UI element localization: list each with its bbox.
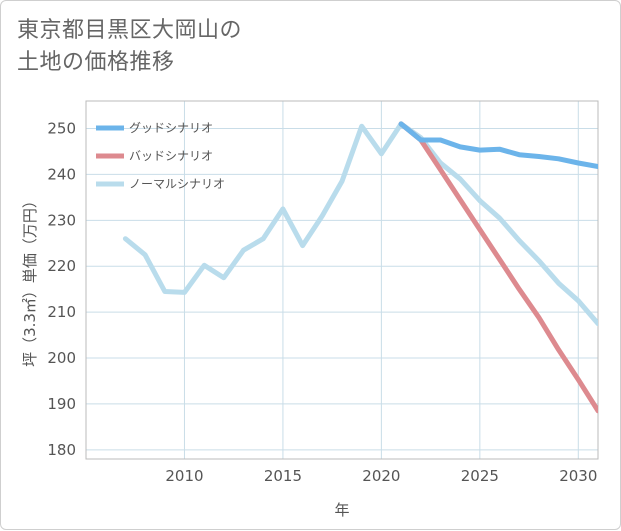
legend-label: バッドシナリオ [129, 149, 213, 163]
series-line-0 [398, 121, 598, 170]
x-tick-label: 2025 [461, 467, 499, 485]
tick-labels: 2010 2015 2020 2025 2030 180 190 200 210 220 230 24… [47, 120, 597, 485]
legend-label: ノーマルシナリオ [129, 177, 225, 191]
y-tick-label: 250 [47, 120, 76, 138]
x-tick-label: 2030 [559, 467, 597, 485]
legend-label: グッドシナリオ [129, 121, 213, 135]
y-axis-title: 坪（3.3㎡）単価（万円） [21, 193, 39, 367]
series-line-2 [122, 121, 598, 327]
chart-title-line2: 土地の価格推移 [17, 50, 175, 75]
series-lines [122, 121, 598, 414]
chart-title-line1: 東京都目黒区大岡山の [17, 18, 243, 43]
y-tick-label: 230 [47, 211, 76, 229]
y-tick-label: 200 [47, 349, 76, 367]
y-tick-label: 240 [47, 165, 76, 183]
chart-title: 東京都目黒区大岡山の 土地の価格推移 [17, 15, 242, 79]
y-tick-label: 220 [47, 257, 76, 275]
series-line-1 [398, 121, 598, 414]
y-tick-label: 190 [47, 395, 76, 413]
plot-frame [85, 100, 599, 460]
y-tick-label: 180 [47, 441, 76, 459]
y-tick-label: 210 [47, 303, 76, 321]
x-tick-label: 2015 [264, 467, 302, 485]
x-axis-title: 年 [334, 501, 349, 519]
x-tick-label: 2010 [165, 467, 203, 485]
x-tick-label: 2020 [362, 467, 400, 485]
